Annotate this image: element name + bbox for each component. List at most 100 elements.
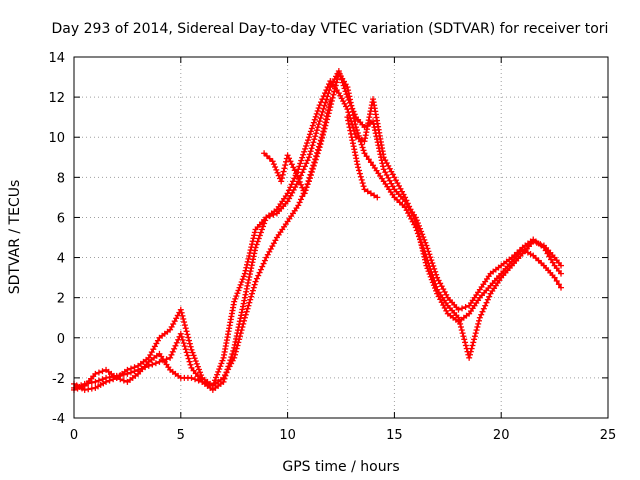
track-marker <box>424 265 431 272</box>
track-marker <box>433 271 440 278</box>
data-point <box>412 218 419 225</box>
data-point <box>402 194 409 201</box>
track-marker <box>429 279 436 286</box>
data-point <box>284 152 291 159</box>
track-marker <box>228 354 235 361</box>
track-marker <box>304 157 311 164</box>
tick-layer: 0 5 10 15 20 25 -4 -2 0 2 4 6 8 10 12 14 <box>48 51 616 443</box>
x-tick-label: 5 <box>177 428 185 443</box>
track-marker <box>298 157 305 164</box>
track-marker <box>333 87 340 94</box>
track-marker <box>296 163 303 170</box>
track-marker <box>178 333 185 340</box>
track-marker <box>106 377 113 384</box>
data-point <box>301 190 308 197</box>
track-marker <box>320 105 327 112</box>
data-point <box>361 186 368 193</box>
track-marker <box>310 139 317 146</box>
track-marker <box>296 199 303 206</box>
track-marker <box>185 334 192 341</box>
track-marker <box>476 317 483 324</box>
track-marker <box>225 363 232 370</box>
track-marker <box>413 221 420 228</box>
track-marker <box>237 281 244 288</box>
track-marker <box>356 170 363 177</box>
track-marker <box>467 348 474 355</box>
track-marker <box>243 264 250 271</box>
track-marker <box>406 203 413 210</box>
track-marker <box>281 165 288 172</box>
track-marker <box>274 169 281 176</box>
track-marker <box>110 376 117 383</box>
track-marker <box>182 346 189 353</box>
track-marker <box>173 339 180 346</box>
data-point <box>455 306 462 313</box>
track-marker <box>301 148 308 155</box>
track-marker <box>314 146 321 153</box>
track-marker <box>251 229 258 236</box>
track-marker <box>479 308 486 315</box>
track-marker <box>548 256 555 263</box>
track-marker <box>466 351 473 358</box>
track-marker <box>354 129 361 136</box>
data-point <box>367 190 374 197</box>
track-marker <box>251 232 258 239</box>
data-point <box>558 284 565 291</box>
x-axis-label: GPS time / hours <box>282 459 399 475</box>
track-marker <box>261 257 268 264</box>
track-marker <box>323 113 330 120</box>
track-marker <box>223 369 230 376</box>
track-marker <box>350 124 357 131</box>
track-marker <box>346 99 353 106</box>
track-marker <box>430 282 437 289</box>
data-point <box>295 202 302 209</box>
track-marker <box>171 345 178 352</box>
track-marker <box>480 305 487 312</box>
track-marker <box>256 232 263 239</box>
data-point <box>209 382 216 389</box>
track-marker <box>462 304 469 311</box>
track-marker <box>411 215 418 222</box>
data-point <box>81 386 88 393</box>
track-marker <box>191 355 198 362</box>
x-tick-label: 0 <box>70 428 78 443</box>
track-marker <box>320 128 327 135</box>
track-marker <box>186 337 193 344</box>
data-point <box>551 274 558 281</box>
data-point <box>295 166 302 173</box>
series-line <box>73 70 562 391</box>
series-layer <box>71 68 565 393</box>
data-point <box>310 162 317 169</box>
track-marker <box>315 121 322 128</box>
track-marker <box>304 137 311 144</box>
track-marker <box>251 281 258 288</box>
track-marker <box>127 365 134 372</box>
track-marker <box>425 248 432 255</box>
track-marker <box>416 233 423 240</box>
track-marker <box>230 347 237 354</box>
track-marker <box>253 275 260 282</box>
track-marker <box>322 119 329 126</box>
track-marker <box>189 349 196 356</box>
track-marker <box>417 236 424 243</box>
y-tick-label: -4 <box>52 412 65 427</box>
track-marker <box>186 340 193 347</box>
track-marker <box>329 81 336 88</box>
track-marker <box>426 251 433 258</box>
x-tick-label: 10 <box>279 428 296 443</box>
track-marker <box>291 175 298 182</box>
track-marker <box>421 253 428 260</box>
track-marker <box>345 117 352 124</box>
track-marker <box>299 193 306 200</box>
track-marker <box>286 155 293 162</box>
track-marker <box>95 369 102 376</box>
data-point <box>103 378 110 385</box>
track-marker <box>192 376 199 383</box>
track-marker <box>249 287 256 294</box>
track-marker <box>306 131 313 138</box>
track-marker <box>180 315 187 322</box>
track-marker <box>152 360 159 367</box>
track-marker <box>219 357 226 364</box>
track-marker <box>287 158 294 165</box>
track-marker <box>337 73 344 80</box>
